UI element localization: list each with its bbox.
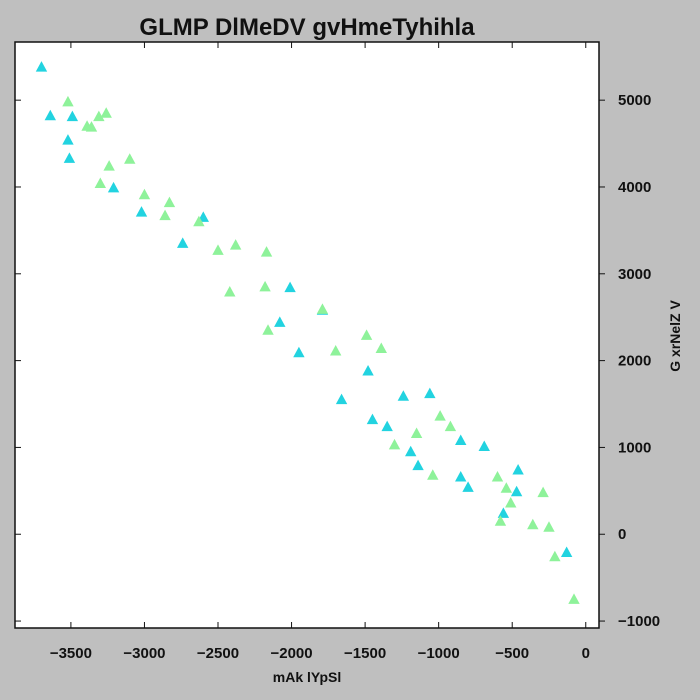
data-point-series-2 <box>85 121 98 132</box>
plot-area <box>15 42 599 628</box>
data-point-series-2 <box>94 177 107 189</box>
data-point-series-1 <box>560 546 573 557</box>
data-point-series-1 <box>135 206 148 217</box>
data-point-series-2 <box>568 593 580 604</box>
data-point-series-1 <box>62 134 74 145</box>
data-point-series-1 <box>412 459 424 471</box>
data-point-series-2 <box>262 324 274 335</box>
data-point-series-1 <box>462 481 474 492</box>
data-point-series-1 <box>63 152 76 163</box>
data-point-series-2 <box>375 342 387 353</box>
data-point-series-2 <box>100 107 112 118</box>
data-point-series-1 <box>66 110 79 122</box>
x-tick-label: −2000 <box>270 645 312 662</box>
data-points <box>35 61 580 604</box>
data-point-series-2 <box>316 303 329 314</box>
data-point-series-2 <box>491 470 504 482</box>
x-tick-label: −500 <box>495 645 529 662</box>
y-tick-label: 5000 <box>618 92 651 109</box>
data-point-series-2 <box>193 215 205 227</box>
data-point-series-2 <box>163 196 176 208</box>
data-point-series-2 <box>62 95 74 107</box>
data-point-series-1 <box>405 445 417 457</box>
data-point-series-2 <box>434 410 446 421</box>
data-point-series-2 <box>444 420 457 432</box>
y-tick-label: 3000 <box>618 266 651 283</box>
data-point-series-2 <box>124 153 136 164</box>
data-point-series-1 <box>44 109 57 121</box>
data-point-series-1 <box>176 237 189 248</box>
data-point-series-2 <box>159 209 171 221</box>
y-tick-label: 4000 <box>618 179 651 196</box>
data-point-series-2 <box>505 496 517 508</box>
plot-frame <box>14 41 600 629</box>
x-axis-label: mAk lYpSl <box>273 669 341 685</box>
data-point-series-2 <box>260 246 273 257</box>
data-point-series-2 <box>103 160 115 171</box>
x-tick-label: 0 <box>582 645 590 662</box>
data-point-series-2 <box>537 486 549 498</box>
data-point-series-2 <box>329 345 342 356</box>
data-point-series-1 <box>478 440 490 452</box>
data-point-series-2 <box>224 286 236 297</box>
data-point-series-1 <box>362 365 374 376</box>
data-point-series-2 <box>410 427 423 439</box>
x-tick-label: −3000 <box>123 645 165 662</box>
data-point-series-2 <box>138 188 151 200</box>
chart-title: GLMP DlMeDV gvHmeTyhihla <box>139 14 475 41</box>
y-axis-label: G xrNelZ V <box>667 300 683 372</box>
data-point-series-2 <box>388 438 401 450</box>
data-point-series-2 <box>212 244 224 255</box>
data-point-series-2 <box>543 521 555 532</box>
data-point-series-2 <box>500 482 513 493</box>
data-point-series-1 <box>274 316 286 327</box>
data-point-series-2 <box>427 469 439 480</box>
data-point-series-2 <box>229 239 242 250</box>
x-tick-label: −1000 <box>418 645 460 662</box>
x-tick-label: −3500 <box>50 645 92 662</box>
data-point-series-1 <box>424 387 436 399</box>
data-point-series-1 <box>284 281 296 293</box>
x-tick-label: −1500 <box>344 645 386 662</box>
data-point-series-1 <box>497 507 510 518</box>
data-point-series-1 <box>512 463 524 475</box>
y-tick-label: 2000 <box>618 353 651 370</box>
data-point-series-2 <box>494 515 507 526</box>
data-point-series-1 <box>510 485 523 497</box>
data-point-series-2 <box>527 518 539 530</box>
data-point-series-1 <box>35 61 48 72</box>
data-point-series-1 <box>397 390 410 401</box>
data-point-series-2 <box>93 110 105 122</box>
data-point-series-1 <box>455 470 467 482</box>
data-point-series-1 <box>366 413 379 425</box>
data-point-series-2 <box>259 280 271 292</box>
axis-ticks: −3500 −3000 −2500 −2000 −1500 −1000 −500 0 −1000… <box>15 42 660 662</box>
y-tick-label: 0 <box>618 526 626 543</box>
data-point-series-2 <box>549 550 561 562</box>
data-point-series-1 <box>293 346 305 358</box>
y-tick-label: 1000 <box>618 439 651 456</box>
y-tick-label: −1000 <box>618 613 660 630</box>
data-point-series-1 <box>107 181 120 193</box>
data-point-series-1 <box>455 434 467 445</box>
data-point-series-1 <box>335 393 348 405</box>
x-tick-label: −2500 <box>197 645 239 662</box>
data-point-series-2 <box>360 329 373 340</box>
data-point-series-1 <box>381 420 393 432</box>
